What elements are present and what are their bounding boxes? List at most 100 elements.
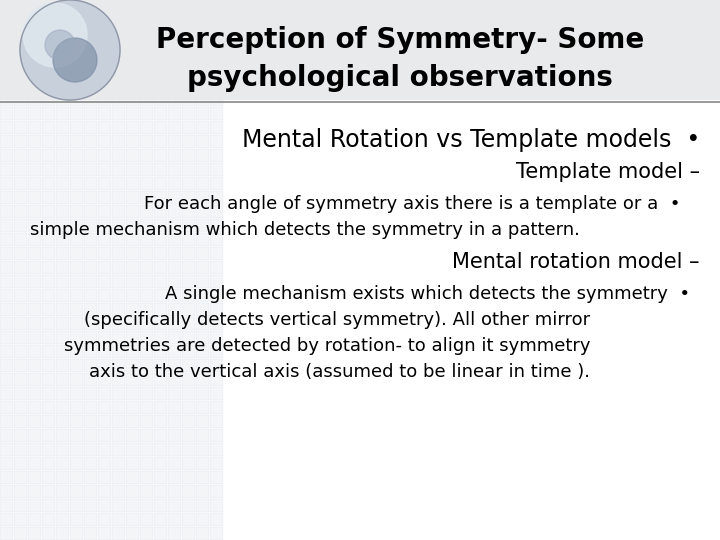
- Bar: [168, 359, 181, 372]
- Bar: [126, 499, 139, 512]
- Bar: [196, 527, 209, 540]
- Bar: [42, 359, 55, 372]
- Bar: [140, 387, 153, 400]
- Bar: [98, 317, 111, 330]
- Bar: [168, 93, 181, 106]
- Bar: [154, 107, 167, 120]
- Bar: [70, 401, 83, 414]
- Bar: [112, 331, 125, 344]
- Text: Mental rotation model –: Mental rotation model –: [452, 252, 700, 272]
- Bar: [210, 163, 223, 176]
- Bar: [182, 443, 195, 456]
- Bar: [196, 149, 209, 162]
- Bar: [70, 359, 83, 372]
- Bar: [154, 135, 167, 148]
- Bar: [28, 233, 41, 246]
- Bar: [140, 135, 153, 148]
- Bar: [126, 317, 139, 330]
- Bar: [84, 149, 97, 162]
- Bar: [70, 317, 83, 330]
- Bar: [154, 303, 167, 316]
- Bar: [70, 247, 83, 260]
- Bar: [140, 499, 153, 512]
- Bar: [14, 149, 27, 162]
- Bar: [42, 247, 55, 260]
- Bar: [210, 289, 223, 302]
- Bar: [196, 191, 209, 204]
- Bar: [14, 177, 27, 190]
- Text: Mental Rotation vs Template models  •: Mental Rotation vs Template models •: [242, 128, 700, 152]
- Bar: [126, 177, 139, 190]
- Bar: [56, 177, 69, 190]
- Bar: [210, 317, 223, 330]
- Bar: [112, 499, 125, 512]
- Bar: [126, 303, 139, 316]
- Text: Perception of Symmetry- Some: Perception of Symmetry- Some: [156, 26, 644, 54]
- Bar: [98, 93, 111, 106]
- Bar: [56, 93, 69, 106]
- Bar: [182, 275, 195, 288]
- Bar: [28, 457, 41, 470]
- Bar: [56, 415, 69, 428]
- Bar: [84, 219, 97, 232]
- Bar: [182, 177, 195, 190]
- Bar: [112, 373, 125, 386]
- Bar: [56, 289, 69, 302]
- Bar: [140, 317, 153, 330]
- Bar: [126, 415, 139, 428]
- Bar: [126, 121, 139, 134]
- Bar: [70, 93, 83, 106]
- Bar: [112, 317, 125, 330]
- Bar: [14, 107, 27, 120]
- Bar: [98, 499, 111, 512]
- Bar: [140, 205, 153, 218]
- Bar: [28, 415, 41, 428]
- Bar: [0, 163, 13, 176]
- Bar: [140, 345, 153, 358]
- Bar: [112, 275, 125, 288]
- Bar: [112, 527, 125, 540]
- Bar: [84, 443, 97, 456]
- Bar: [98, 135, 111, 148]
- Bar: [140, 513, 153, 526]
- Bar: [196, 373, 209, 386]
- Bar: [98, 415, 111, 428]
- Bar: [126, 359, 139, 372]
- Text: A single mechanism exists which detects the symmetry  •: A single mechanism exists which detects …: [165, 285, 690, 303]
- Bar: [14, 387, 27, 400]
- Bar: [84, 93, 97, 106]
- Bar: [140, 471, 153, 484]
- Bar: [14, 457, 27, 470]
- Bar: [84, 387, 97, 400]
- Bar: [112, 415, 125, 428]
- Bar: [98, 303, 111, 316]
- Bar: [196, 121, 209, 134]
- Bar: [0, 527, 13, 540]
- Circle shape: [23, 3, 87, 67]
- Bar: [196, 177, 209, 190]
- Bar: [154, 401, 167, 414]
- Bar: [56, 471, 69, 484]
- Bar: [140, 163, 153, 176]
- Bar: [0, 205, 13, 218]
- Bar: [28, 163, 41, 176]
- Bar: [0, 177, 13, 190]
- Bar: [14, 247, 27, 260]
- Bar: [56, 499, 69, 512]
- Bar: [84, 247, 97, 260]
- Bar: [168, 163, 181, 176]
- Bar: [56, 429, 69, 442]
- Bar: [0, 191, 13, 204]
- Circle shape: [53, 38, 97, 82]
- Bar: [196, 359, 209, 372]
- Bar: [98, 471, 111, 484]
- Bar: [154, 499, 167, 512]
- Bar: [0, 93, 13, 106]
- Bar: [98, 401, 111, 414]
- Bar: [42, 149, 55, 162]
- Bar: [140, 177, 153, 190]
- Bar: [140, 415, 153, 428]
- Bar: [0, 373, 13, 386]
- Bar: [140, 93, 153, 106]
- Bar: [154, 317, 167, 330]
